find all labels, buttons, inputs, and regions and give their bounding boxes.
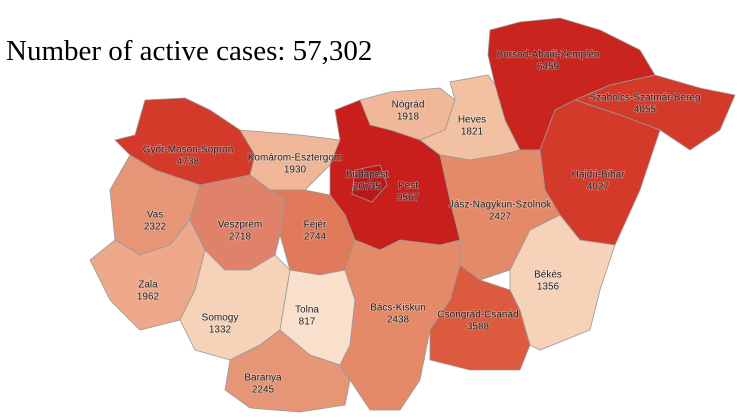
county-value: 4738	[177, 157, 200, 168]
county-value: 4027	[587, 182, 610, 193]
county-name: Veszprém	[218, 220, 262, 231]
county-name: Nógrád	[392, 100, 425, 111]
county-value: 20735	[353, 182, 381, 193]
county-value: 2744	[304, 232, 327, 243]
county-name: Pest	[398, 181, 418, 192]
county-name: Budapest	[346, 170, 388, 181]
county-name: Csongrád-Csanád	[437, 310, 518, 321]
county-name: Zala	[138, 280, 158, 291]
county-value: 1332	[209, 325, 232, 336]
county-value: 1821	[461, 127, 484, 138]
county	[351, 164, 388, 203]
county-value: 2718	[229, 232, 252, 243]
county-value: 6459	[537, 62, 560, 73]
county-name: Heves	[458, 115, 486, 126]
county-value: 2245	[252, 385, 275, 396]
county-value: 2438	[387, 315, 410, 326]
county-value: 2427	[489, 212, 512, 223]
county-value: 1918	[397, 112, 420, 123]
county-name: Békés	[534, 270, 562, 281]
regions	[89, 17, 736, 413]
county-value: 817	[299, 317, 316, 328]
county	[509, 214, 616, 351]
county-value: 1930	[284, 165, 307, 176]
county-value: 4055	[634, 105, 657, 116]
county-name: Bács-Kiskun	[370, 303, 426, 314]
county-value: 9567	[397, 193, 420, 204]
county-name: Komárom-Esztergom	[248, 153, 342, 164]
county-name: Vas	[147, 210, 164, 221]
county-name: Somogy	[202, 313, 239, 324]
county	[224, 329, 351, 413]
map-title: Number of active cases: 57,302	[6, 35, 372, 67]
county-name: Hajdú-Bihar	[572, 170, 625, 181]
county-name: Borsod-Abaúj-Zemplén	[497, 50, 600, 61]
county-value: 2322	[144, 222, 167, 233]
county-name: Győr-Moson-Sopron	[143, 145, 234, 156]
county-name: Tolna	[295, 305, 319, 316]
county-name: Fejér	[304, 220, 327, 231]
county	[429, 264, 531, 371]
county-name: Baranya	[244, 373, 282, 384]
county-value: 1356	[537, 282, 560, 293]
county-value: 3588	[467, 322, 490, 333]
county-name: Szabolcs-Szatmár-Bereg	[589, 93, 700, 104]
county	[339, 239, 461, 411]
county-name: Jász-Nagykun-Szolnok	[449, 200, 552, 211]
county-value: 1962	[137, 292, 160, 303]
